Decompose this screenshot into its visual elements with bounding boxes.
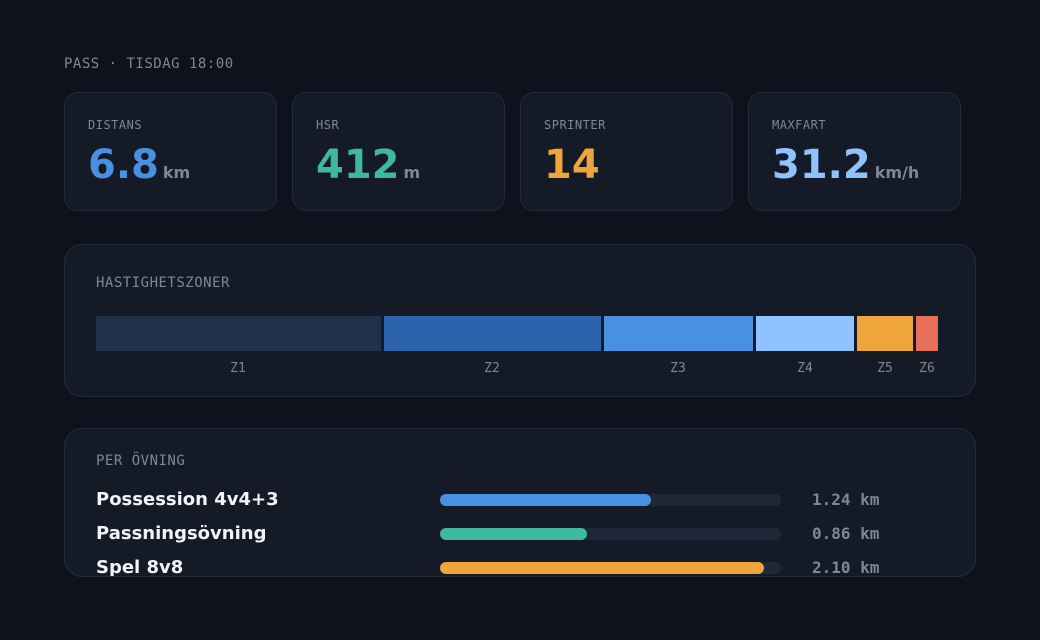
zone-bar-z2 [384, 316, 601, 351]
kpi-card-max-speed: MAXFART 31.2 km/h [748, 92, 961, 211]
zone-bar-z6 [916, 316, 938, 351]
kpi-card-distance: DISTANS 6.8 km [64, 92, 277, 211]
drill-bar-fill [440, 494, 652, 506]
zone-bar-z5 [857, 316, 913, 351]
per-drill-panel: PER ÖVNING Possession 4v4+3 1.24 km Pass… [64, 428, 976, 577]
drill-name: Possession 4v4+3 [96, 489, 279, 510]
drill-row: Passningsövning 0.86 km [65, 522, 975, 546]
drill-bar-track [440, 562, 781, 574]
kpi-value: 412 [316, 142, 400, 188]
drill-distance: 0.86 km [812, 524, 880, 543]
zone-bar-z1 [96, 316, 381, 351]
drill-bar-fill [440, 562, 764, 574]
drill-bar-track [440, 494, 781, 506]
per-drill-title: PER ÖVNING [96, 453, 186, 469]
kpi-label: SPRINTER [544, 118, 606, 132]
drill-distance: 2.10 km [812, 558, 880, 576]
zone-bar-z3 [604, 316, 753, 351]
kpi-label: MAXFART [772, 118, 827, 132]
kpi-card-hsr: HSR 412 m [292, 92, 505, 211]
speed-zones-panel: HASTIGHETSZONER Z1 Z2 Z3 Z4 Z5 Z6 [64, 244, 976, 397]
kpi-value: 6.8 [88, 142, 159, 188]
drill-name: Passningsövning [96, 523, 267, 544]
drill-row: Spel 8v8 2.10 km [65, 556, 975, 576]
kpi-label: HSR [316, 118, 340, 132]
zone-bar-z4 [756, 316, 854, 351]
zone-label-z4: Z4 [797, 361, 813, 376]
zone-label-z6: Z6 [919, 361, 935, 376]
session-title: PASS · TISDAG 18:00 [64, 56, 234, 72]
kpi-unit: m [403, 163, 421, 182]
kpi-unit: km/h [874, 163, 920, 182]
zone-label-z5: Z5 [877, 361, 893, 376]
kpi-card-sprints: SPRINTER 14 [520, 92, 733, 211]
kpi-value: 31.2 [772, 142, 871, 188]
kpi-unit: km [162, 163, 191, 182]
drill-bar-fill [440, 528, 587, 540]
zone-label-z3: Z3 [670, 361, 686, 376]
drill-name: Spel 8v8 [96, 557, 184, 576]
speed-zones-title: HASTIGHETSZONER [96, 275, 230, 291]
kpi-value: 14 [544, 142, 600, 188]
zone-label-z2: Z2 [484, 361, 500, 376]
kpi-label: DISTANS [88, 118, 143, 132]
drill-distance: 1.24 km [812, 490, 880, 509]
drill-row: Possession 4v4+3 1.24 km [65, 488, 975, 512]
drill-bar-track [440, 528, 781, 540]
zone-label-z1: Z1 [230, 361, 246, 376]
